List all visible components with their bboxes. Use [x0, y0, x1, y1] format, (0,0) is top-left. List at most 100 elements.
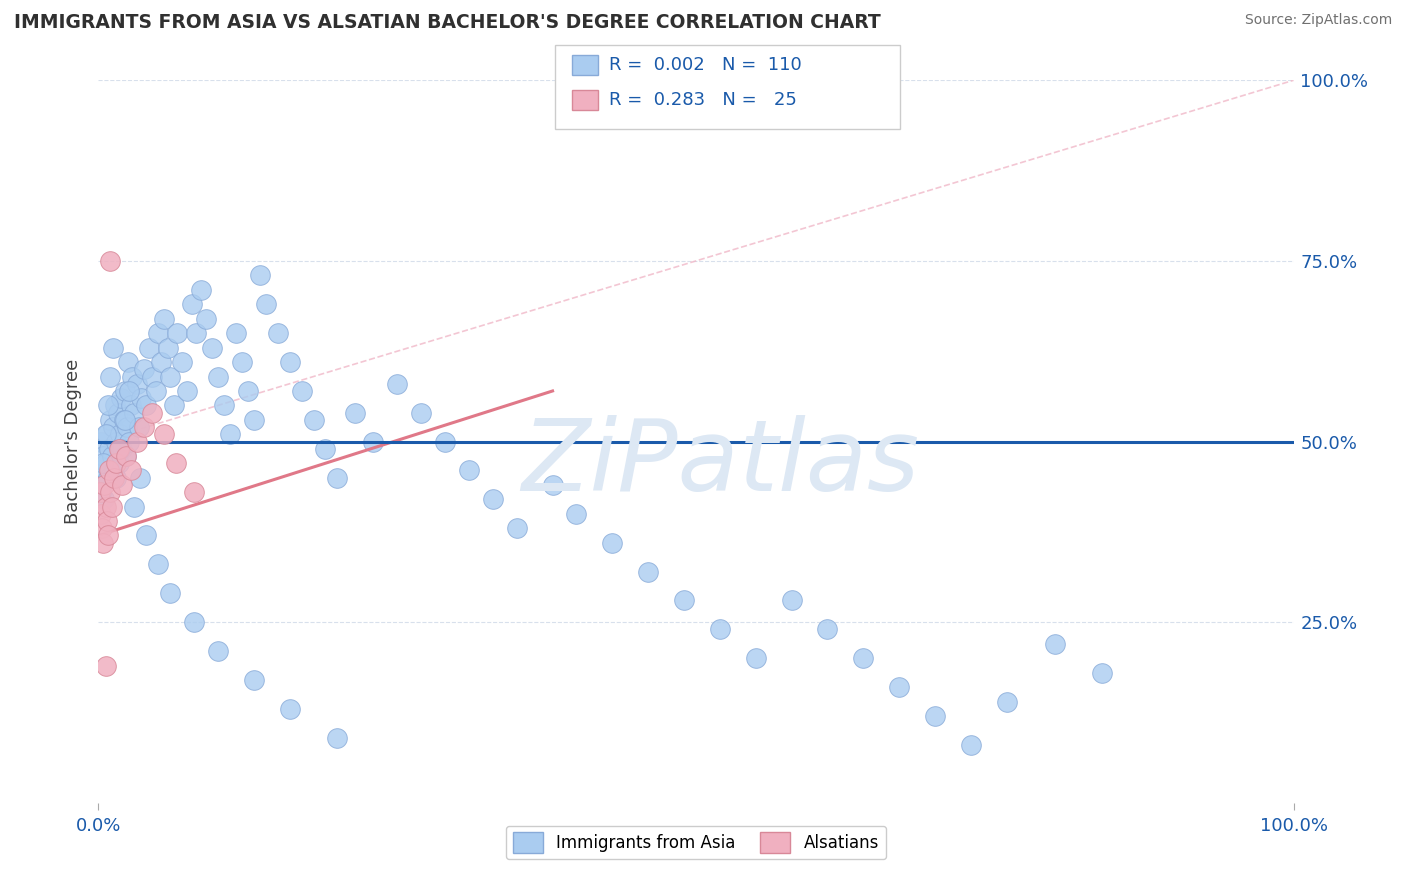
Point — [924, 709, 946, 723]
Point — [94, 427, 117, 442]
Point — [110, 391, 132, 405]
Point — [98, 463, 121, 477]
Point — [254, 297, 277, 311]
Point — [98, 413, 122, 427]
Point — [90, 485, 112, 500]
Point — [326, 470, 349, 484]
Point — [481, 492, 505, 507]
Point — [128, 420, 150, 434]
Point — [115, 449, 138, 463]
Point — [148, 326, 170, 340]
Point — [129, 470, 152, 484]
Point — [96, 514, 118, 528]
Point — [114, 413, 136, 427]
Point — [124, 406, 146, 420]
Point — [145, 384, 167, 398]
Point — [541, 478, 564, 492]
Point — [132, 362, 155, 376]
Point — [326, 731, 349, 745]
Point — [291, 384, 314, 398]
Point — [111, 478, 134, 492]
Point — [112, 413, 135, 427]
Point — [148, 558, 170, 572]
Point — [94, 456, 117, 470]
Point — [153, 311, 176, 326]
Point — [673, 593, 696, 607]
Point — [183, 485, 205, 500]
Point — [103, 470, 125, 484]
Point — [267, 326, 290, 340]
Point — [960, 738, 983, 752]
Point — [411, 406, 433, 420]
Point — [131, 391, 153, 405]
Point — [117, 355, 139, 369]
Point — [315, 442, 337, 456]
Point — [107, 406, 129, 420]
Point — [97, 398, 120, 412]
Point — [125, 434, 148, 449]
Point — [91, 456, 114, 470]
Point — [302, 413, 325, 427]
Text: R =  0.283   N =   25: R = 0.283 N = 25 — [609, 91, 797, 109]
Legend: Immigrants from Asia, Alsatians: Immigrants from Asia, Alsatians — [506, 826, 886, 860]
Point — [434, 434, 457, 449]
Point — [118, 434, 141, 449]
Point — [91, 521, 114, 535]
Point — [90, 434, 112, 449]
Point — [159, 369, 181, 384]
Point — [120, 463, 142, 477]
Point — [219, 427, 242, 442]
Point — [91, 535, 114, 549]
Point — [111, 442, 134, 456]
Point — [709, 623, 731, 637]
Point — [101, 420, 124, 434]
Point — [363, 434, 385, 449]
Point — [201, 341, 224, 355]
Point — [176, 384, 198, 398]
Point — [90, 507, 112, 521]
Point — [159, 586, 181, 600]
Point — [94, 500, 117, 514]
Point — [852, 651, 875, 665]
Point — [141, 369, 163, 384]
Point — [121, 369, 143, 384]
Point — [101, 341, 124, 355]
Point — [108, 442, 131, 456]
Point — [105, 434, 128, 449]
Point — [225, 326, 247, 340]
Point — [118, 384, 141, 398]
Point — [135, 398, 157, 412]
Point — [149, 355, 172, 369]
Point — [236, 384, 259, 398]
Point — [156, 341, 179, 355]
Point — [190, 283, 212, 297]
Point — [103, 463, 125, 477]
Point — [183, 615, 205, 630]
Point — [458, 463, 481, 477]
Text: IMMIGRANTS FROM ASIA VS ALSATIAN BACHELOR'S DEGREE CORRELATION CHART: IMMIGRANTS FROM ASIA VS ALSATIAN BACHELO… — [14, 13, 880, 32]
Point — [212, 398, 235, 412]
Text: Source: ZipAtlas.com: Source: ZipAtlas.com — [1244, 13, 1392, 28]
Point — [165, 456, 187, 470]
Point — [98, 369, 122, 384]
Point — [780, 593, 803, 607]
Point — [249, 268, 271, 283]
Point — [98, 485, 122, 500]
Point — [207, 644, 229, 658]
Point — [195, 311, 218, 326]
Point — [602, 535, 624, 549]
Point — [995, 695, 1018, 709]
Point — [889, 680, 911, 694]
Point — [186, 326, 208, 340]
Point — [115, 420, 138, 434]
Point — [141, 406, 163, 420]
Point — [815, 623, 838, 637]
Point — [565, 507, 588, 521]
Y-axis label: Bachelor's Degree: Bachelor's Degree — [65, 359, 83, 524]
Point — [89, 485, 111, 500]
Point — [1043, 637, 1066, 651]
Point — [105, 456, 128, 470]
Point — [124, 500, 146, 514]
Point — [207, 369, 229, 384]
Point — [100, 449, 122, 463]
